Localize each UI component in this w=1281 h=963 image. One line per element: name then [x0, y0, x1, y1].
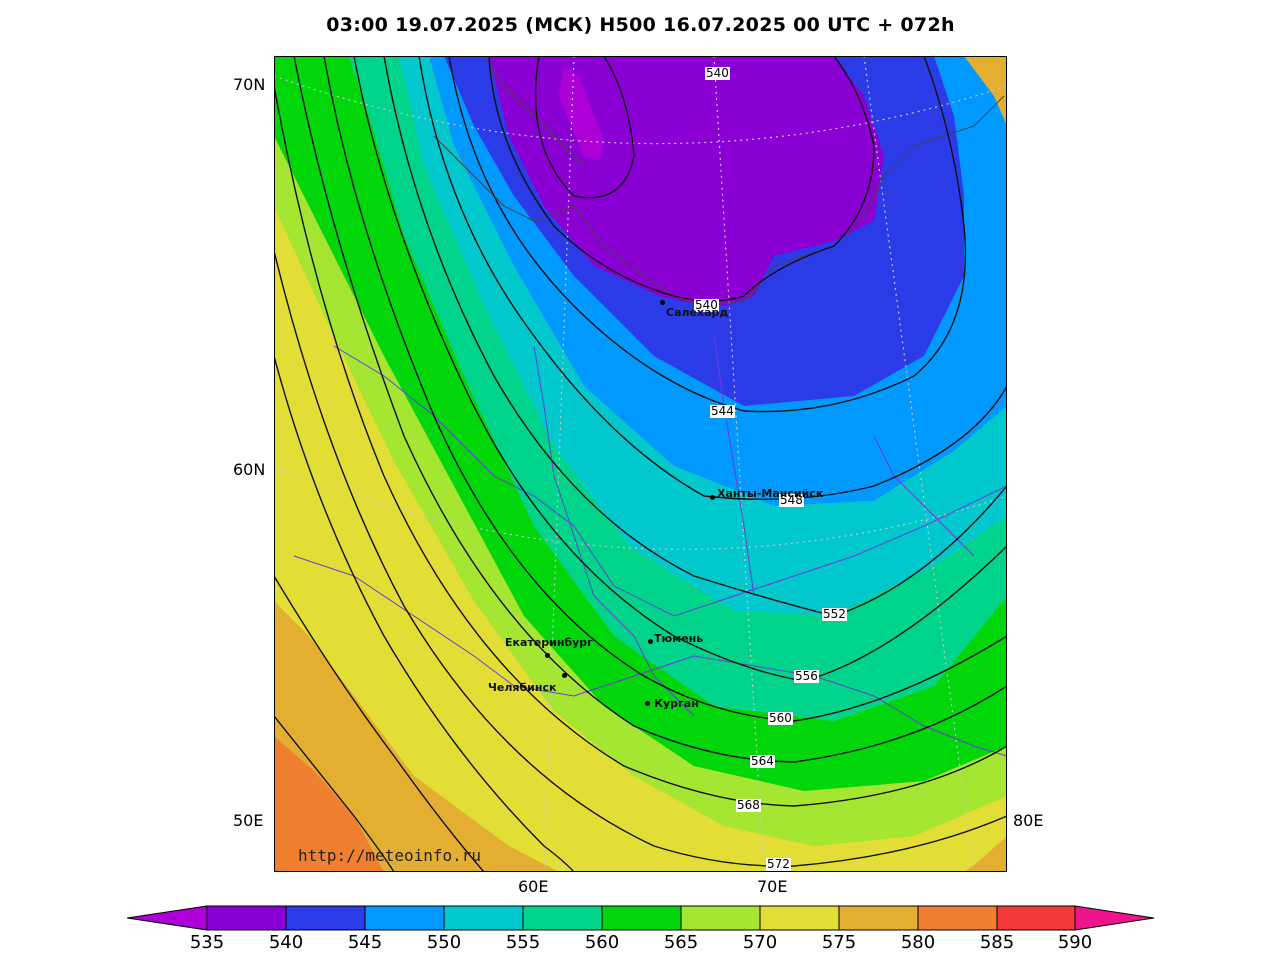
- graticule-lat-60: [274, 465, 1007, 550]
- contour-568: [274, 85, 1007, 807]
- region-border: [873, 435, 975, 557]
- region-border: [293, 555, 1007, 757]
- chart-title: 03:00 19.07.2025 (МСК) H500 16.07.2025 0…: [326, 14, 955, 36]
- colorbar-tick-540: 540: [268, 932, 304, 953]
- band-570-575: [274, 206, 1007, 872]
- colorbar-segment-575: [838, 905, 919, 931]
- contour-576: [274, 355, 575, 872]
- graticule-lon-70: [713, 56, 765, 872]
- contour-560: [323, 56, 1007, 722]
- source-url: http://meteoinfo.ru: [298, 846, 482, 865]
- colorbar-segment-540: [285, 905, 366, 931]
- contour-label-544: 544: [710, 404, 735, 418]
- contour-548: [418, 56, 1007, 501]
- colorbar: [127, 905, 1155, 931]
- contour-580: [274, 715, 395, 872]
- city-marker: [710, 495, 715, 500]
- colorbar-tick-590: 590: [1057, 932, 1093, 953]
- city-marker: [648, 639, 653, 644]
- city-marker: [562, 673, 567, 678]
- lon-label-80e: 80E: [1013, 811, 1044, 830]
- coastline: [433, 95, 1005, 307]
- colorbar-segment-545: [364, 905, 445, 931]
- band-550-555: [399, 56, 1007, 616]
- colorbar-segment-570: [759, 905, 840, 931]
- lon-label-60e: 60E: [518, 877, 549, 896]
- colorbar-segment-550: [443, 905, 524, 931]
- colorbar-segment-585: [996, 905, 1076, 931]
- colorbar-segment-535: [206, 905, 287, 931]
- colorbar-tick-545: 545: [347, 932, 383, 953]
- contour-576b: [274, 575, 485, 872]
- city-marker: [545, 653, 550, 658]
- city-label-tyumen: Тюмень: [654, 632, 704, 645]
- geopotential-map: [274, 56, 1007, 872]
- contour-544: [448, 56, 967, 413]
- contour-label-540: 540: [694, 298, 719, 312]
- city-label-yekaterinburg: Екатеринбург: [505, 636, 593, 649]
- colorbar-under-arrow: [127, 905, 208, 931]
- colorbar-tick-565: 565: [663, 932, 699, 953]
- graticule-lon-60: [543, 56, 575, 872]
- contour-572: [274, 250, 1007, 867]
- city-marker: [660, 300, 665, 305]
- contour-label-568: 568: [736, 798, 761, 812]
- contour-label-564: 564: [750, 754, 775, 768]
- city-marker: [645, 701, 650, 706]
- colorbar-segment-555: [522, 905, 603, 931]
- band-580-585: [274, 736, 384, 872]
- band-555-560: [349, 56, 1007, 721]
- contour-label-560: 560: [768, 711, 793, 725]
- band-below-535: [559, 66, 604, 161]
- colorbar-tick-560: 560: [584, 932, 620, 953]
- colorbar-segment-580: [917, 905, 998, 931]
- colorbar-over-arrow: [1074, 905, 1155, 931]
- colorbar-tick-535: 535: [189, 932, 225, 953]
- region-border: [713, 335, 755, 597]
- band-560-565: [274, 56, 1007, 791]
- colorbar-tick-580: 580: [900, 932, 936, 953]
- colorbar-tick-585: 585: [979, 932, 1015, 953]
- contour-556: [353, 56, 1007, 682]
- lon-label-50e: 50E: [233, 811, 264, 830]
- colorbar-tick-570: 570: [742, 932, 778, 953]
- contour-label-556: 556: [794, 669, 819, 683]
- contour-label-552: 552: [822, 607, 847, 621]
- city-label-khanty-mansiysk: Ханты-Мансийск: [717, 487, 824, 500]
- lat-label-60n: 60N: [233, 460, 266, 479]
- lon-label-70e: 70E: [757, 877, 788, 896]
- city-label-salekhard: Салехард: [666, 306, 729, 319]
- contour-label-540: 540: [705, 66, 730, 80]
- colorbar-tick-555: 555: [505, 932, 541, 953]
- region-border: [533, 345, 695, 717]
- band-565-570: [274, 136, 1007, 846]
- contour-label-548: 548: [779, 493, 804, 507]
- contour-540: [488, 56, 875, 302]
- colorbar-segment-560: [601, 905, 682, 931]
- contour-label-572: 572: [766, 857, 791, 871]
- colorbar-segment-565: [680, 905, 761, 931]
- colorbar-tick-550: 550: [426, 932, 462, 953]
- contour-564: [293, 56, 1007, 763]
- city-label-chelyabinsk: Челябинск: [488, 681, 557, 694]
- coastline: [483, 56, 585, 167]
- lat-label-70n: 70N: [233, 75, 266, 94]
- colorbar-tick-575: 575: [821, 932, 857, 953]
- contour-552: [383, 56, 1007, 617]
- city-label-kurgan: Курган: [654, 697, 699, 710]
- contour-540-north: [534, 56, 635, 199]
